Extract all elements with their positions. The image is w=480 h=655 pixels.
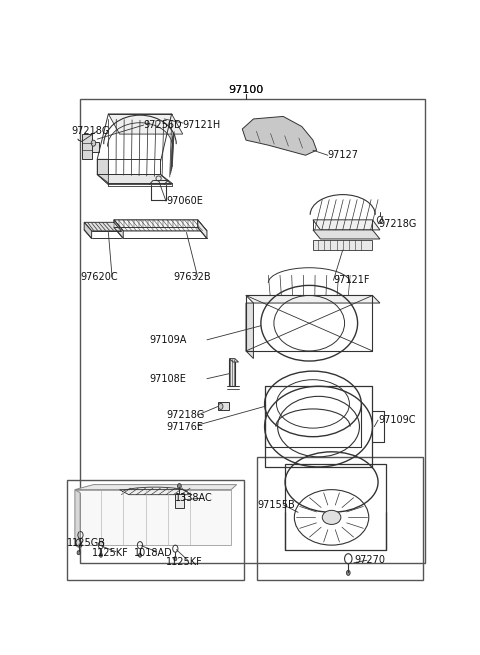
Text: 97100: 97100 <box>228 84 264 95</box>
Text: 97256D: 97256D <box>144 120 182 130</box>
Text: 97270: 97270 <box>354 555 385 565</box>
Polygon shape <box>218 402 229 411</box>
Polygon shape <box>313 220 380 230</box>
Polygon shape <box>84 222 121 231</box>
Text: 97127: 97127 <box>328 150 359 160</box>
Polygon shape <box>242 117 317 155</box>
Text: 97218G: 97218G <box>166 410 204 420</box>
Text: 1018AD: 1018AD <box>134 548 173 557</box>
Text: 97620C: 97620C <box>81 272 118 282</box>
Bar <box>285 464 385 550</box>
Text: 97121F: 97121F <box>334 275 370 286</box>
Text: 1125KF: 1125KF <box>92 548 128 557</box>
Polygon shape <box>313 240 372 250</box>
Ellipse shape <box>79 543 82 547</box>
Text: 1338AC: 1338AC <box>175 493 213 503</box>
Polygon shape <box>246 295 380 303</box>
Polygon shape <box>75 490 81 549</box>
Polygon shape <box>83 134 92 159</box>
Text: 97100: 97100 <box>228 84 264 95</box>
Polygon shape <box>114 220 207 231</box>
Polygon shape <box>88 141 99 152</box>
Ellipse shape <box>139 553 142 557</box>
Polygon shape <box>120 490 192 495</box>
Polygon shape <box>229 358 235 386</box>
Text: 97060E: 97060E <box>166 196 203 206</box>
Polygon shape <box>84 222 92 238</box>
Text: 97109C: 97109C <box>378 415 416 425</box>
Polygon shape <box>246 303 253 358</box>
Bar <box>175 494 183 508</box>
Text: 97218G: 97218G <box>378 219 417 229</box>
Text: 97108E: 97108E <box>149 374 186 384</box>
Polygon shape <box>313 230 380 239</box>
Ellipse shape <box>91 140 96 146</box>
Bar <box>67 479 244 580</box>
Bar <box>257 457 423 580</box>
Ellipse shape <box>99 553 102 557</box>
Polygon shape <box>97 174 172 185</box>
Polygon shape <box>229 358 239 362</box>
Ellipse shape <box>218 403 223 409</box>
Text: 97121H: 97121H <box>183 120 221 130</box>
Text: 97109A: 97109A <box>149 335 187 345</box>
Ellipse shape <box>322 510 341 525</box>
Ellipse shape <box>77 551 80 555</box>
Text: 97176E: 97176E <box>166 422 203 432</box>
Polygon shape <box>108 114 183 134</box>
Ellipse shape <box>347 571 350 575</box>
Text: 1125KF: 1125KF <box>166 557 203 567</box>
Polygon shape <box>75 490 231 545</box>
Polygon shape <box>114 220 123 238</box>
Text: 97632B: 97632B <box>173 272 211 282</box>
Polygon shape <box>198 220 207 238</box>
Polygon shape <box>75 485 237 490</box>
Ellipse shape <box>178 483 181 489</box>
Polygon shape <box>97 159 108 185</box>
Text: 1125GB: 1125GB <box>67 538 107 548</box>
Text: 97155B: 97155B <box>257 500 295 510</box>
Ellipse shape <box>174 557 177 561</box>
Text: 97218G: 97218G <box>71 126 109 136</box>
